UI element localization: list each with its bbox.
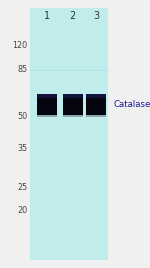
Bar (30, 8, 108, 260)
Text: Catalase: Catalase (113, 100, 150, 109)
Bar (86, 115, 106, 117)
Bar (37, 95, 57, 98)
Text: 1: 1 (44, 10, 50, 21)
Bar (63, 115, 83, 117)
Text: 50: 50 (18, 112, 28, 121)
Bar (63, 95, 83, 115)
Text: 3: 3 (93, 10, 99, 21)
Bar (37, 115, 57, 117)
Text: 25: 25 (18, 183, 28, 192)
Text: 35: 35 (18, 144, 28, 153)
Bar (63, 95, 83, 98)
Text: 85: 85 (18, 65, 28, 74)
Bar (37, 95, 57, 115)
Bar (86, 95, 106, 115)
Bar (86, 95, 106, 98)
Text: 20: 20 (18, 206, 28, 215)
Text: 120: 120 (13, 41, 28, 50)
Text: 2: 2 (70, 10, 76, 21)
